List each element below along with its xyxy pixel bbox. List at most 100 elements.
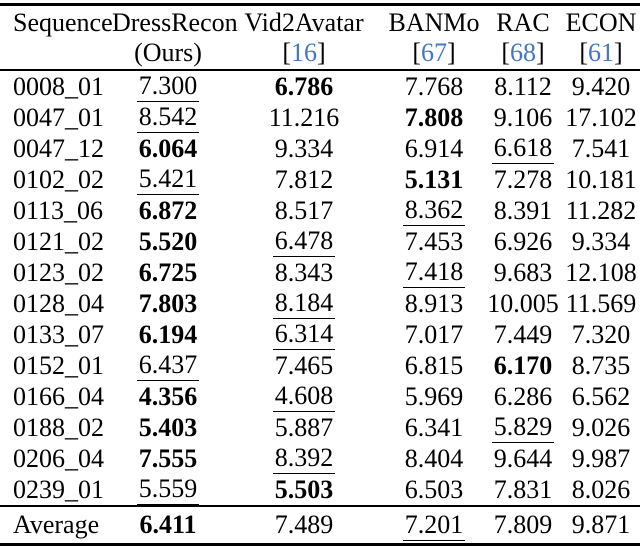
column-header-econ: ECON [61] — [562, 4, 640, 71]
value-cell: 7.768 — [384, 70, 484, 102]
table-row: 0128_04 7.803 8.184 8.913 10.005 11.569 — [0, 288, 640, 319]
value: 17.102 — [565, 103, 637, 132]
value-cell: 12.108 — [562, 257, 640, 288]
value-cell: 8.343 — [224, 257, 384, 288]
column-label: BANMo — [388, 8, 480, 37]
value-cell: 5.421 — [112, 164, 224, 195]
value-cell: 11.569 — [562, 288, 640, 319]
value-cell: 7.489 — [224, 505, 384, 545]
citation-bracket: ] — [317, 38, 326, 67]
value: 7.449 — [493, 320, 553, 349]
second-best-value: 7.418 — [402, 257, 466, 288]
sequence-cell: 0047_01 — [13, 103, 104, 132]
second-best-value: 5.559 — [136, 474, 200, 505]
best-value: 7.808 — [404, 103, 464, 132]
second-best-value: 6.618 — [491, 133, 555, 164]
value-cell: 9.683 — [484, 257, 562, 288]
sequence-cell: 0239_01 — [13, 475, 104, 504]
value-cell: 7.278 — [484, 164, 562, 195]
value-cell: 6.618 — [484, 133, 562, 164]
value: 8.343 — [274, 258, 334, 287]
value: 7.809 — [493, 510, 553, 539]
value-cell: 7.465 — [224, 350, 384, 381]
second-best-value: 7.300 — [136, 71, 200, 102]
value-cell: 7.418 — [384, 257, 484, 288]
value: 11.282 — [565, 196, 637, 225]
sequence-cell: 0206_04 — [13, 444, 104, 473]
value-cell: 9.106 — [484, 102, 562, 133]
sequence-cell: 0152_01 — [13, 351, 104, 380]
value: 6.815 — [404, 351, 464, 380]
citation-number: 61 — [588, 38, 614, 67]
value-cell: 11.282 — [562, 195, 640, 226]
column-citation: [16] — [224, 38, 384, 68]
value: 9.987 — [571, 444, 631, 473]
sequence-cell: 0113_06 — [13, 196, 104, 225]
header-row: Sequence DressRecon (Ours) Vid2Avatar [16] BA… — [0, 4, 640, 71]
value-cell: 6.194 — [112, 319, 224, 350]
value: 6.562 — [571, 382, 631, 411]
value: 5.969 — [404, 382, 464, 411]
value-cell: 9.334 — [224, 133, 384, 164]
value-cell: 8.184 — [224, 288, 384, 319]
value-cell: 17.102 — [562, 102, 640, 133]
value-cell: 7.803 — [112, 288, 224, 319]
value-cell: 5.403 — [112, 412, 224, 443]
sequence-cell: 0166_04 — [13, 382, 104, 411]
value-cell: 9.334 — [562, 226, 640, 257]
value-cell: 5.503 — [224, 474, 384, 506]
sequence-cell: 0008_01 — [13, 72, 104, 101]
sequence-cell: 0123_02 — [13, 258, 104, 287]
value: 8.404 — [404, 444, 464, 473]
column-citation: [67] — [384, 38, 484, 68]
best-value: 6.194 — [138, 320, 198, 349]
best-value: 6.064 — [138, 134, 198, 163]
table-row: 0206_04 7.555 8.392 8.404 9.644 9.987 — [0, 443, 640, 474]
results-table: Sequence DressRecon (Ours) Vid2Avatar [16] BA… — [0, 3, 640, 546]
value-cell: 9.871 — [562, 505, 640, 545]
value-cell: 8.026 — [562, 474, 640, 506]
value-cell: 6.286 — [484, 381, 562, 412]
second-best-value: 6.314 — [272, 319, 336, 350]
value-cell: 7.453 — [384, 226, 484, 257]
value: 9.334 — [571, 227, 631, 256]
value: 7.017 — [404, 320, 464, 349]
value: 6.926 — [493, 227, 553, 256]
column-label: Sequence — [13, 8, 113, 37]
value-cell: 8.517 — [224, 195, 384, 226]
value-cell: 5.887 — [224, 412, 384, 443]
best-value: 6.725 — [138, 258, 198, 287]
value-cell: 8.391 — [484, 195, 562, 226]
value-cell: 6.914 — [384, 133, 484, 164]
column-label: Vid2Avatar — [244, 8, 364, 37]
value-cell: 5.559 — [112, 474, 224, 506]
value-cell: 4.608 — [224, 381, 384, 412]
best-value: 7.803 — [138, 289, 198, 318]
sequence-cell: 0133_07 — [13, 320, 104, 349]
value-cell: 6.314 — [224, 319, 384, 350]
citation-bracket: ] — [447, 38, 456, 67]
table-row: 0102_02 5.421 7.812 5.131 7.278 10.181 — [0, 164, 640, 195]
value: 6.286 — [493, 382, 553, 411]
column-header-vid2avatar: Vid2Avatar [16] — [224, 4, 384, 71]
value-cell: 6.872 — [112, 195, 224, 226]
column-header-banmo: BANMo [67] — [384, 4, 484, 71]
value-cell: 6.064 — [112, 133, 224, 164]
table-body: 0008_01 7.300 6.786 7.768 8.112 9.420 0047_01 8… — [0, 70, 640, 545]
value: 8.517 — [274, 196, 334, 225]
best-value: 5.503 — [274, 475, 334, 504]
sequence-cell: 0047_12 — [13, 134, 104, 163]
table-row: 0113_06 6.872 8.517 8.362 8.391 11.282 — [0, 195, 640, 226]
value-cell: 8.913 — [384, 288, 484, 319]
citation-bracket: ] — [536, 38, 545, 67]
value: 6.503 — [404, 475, 464, 504]
value-cell: 7.201 — [384, 505, 484, 545]
value: 12.108 — [565, 258, 637, 287]
column-header-rac: RAC [68] — [484, 4, 562, 71]
value: 6.341 — [404, 413, 464, 442]
second-best-value: 6.437 — [136, 350, 200, 381]
average-label: Average — [0, 505, 112, 545]
value: 7.465 — [274, 351, 334, 380]
second-best-value: 8.542 — [136, 102, 200, 133]
value: 9.871 — [571, 510, 631, 539]
